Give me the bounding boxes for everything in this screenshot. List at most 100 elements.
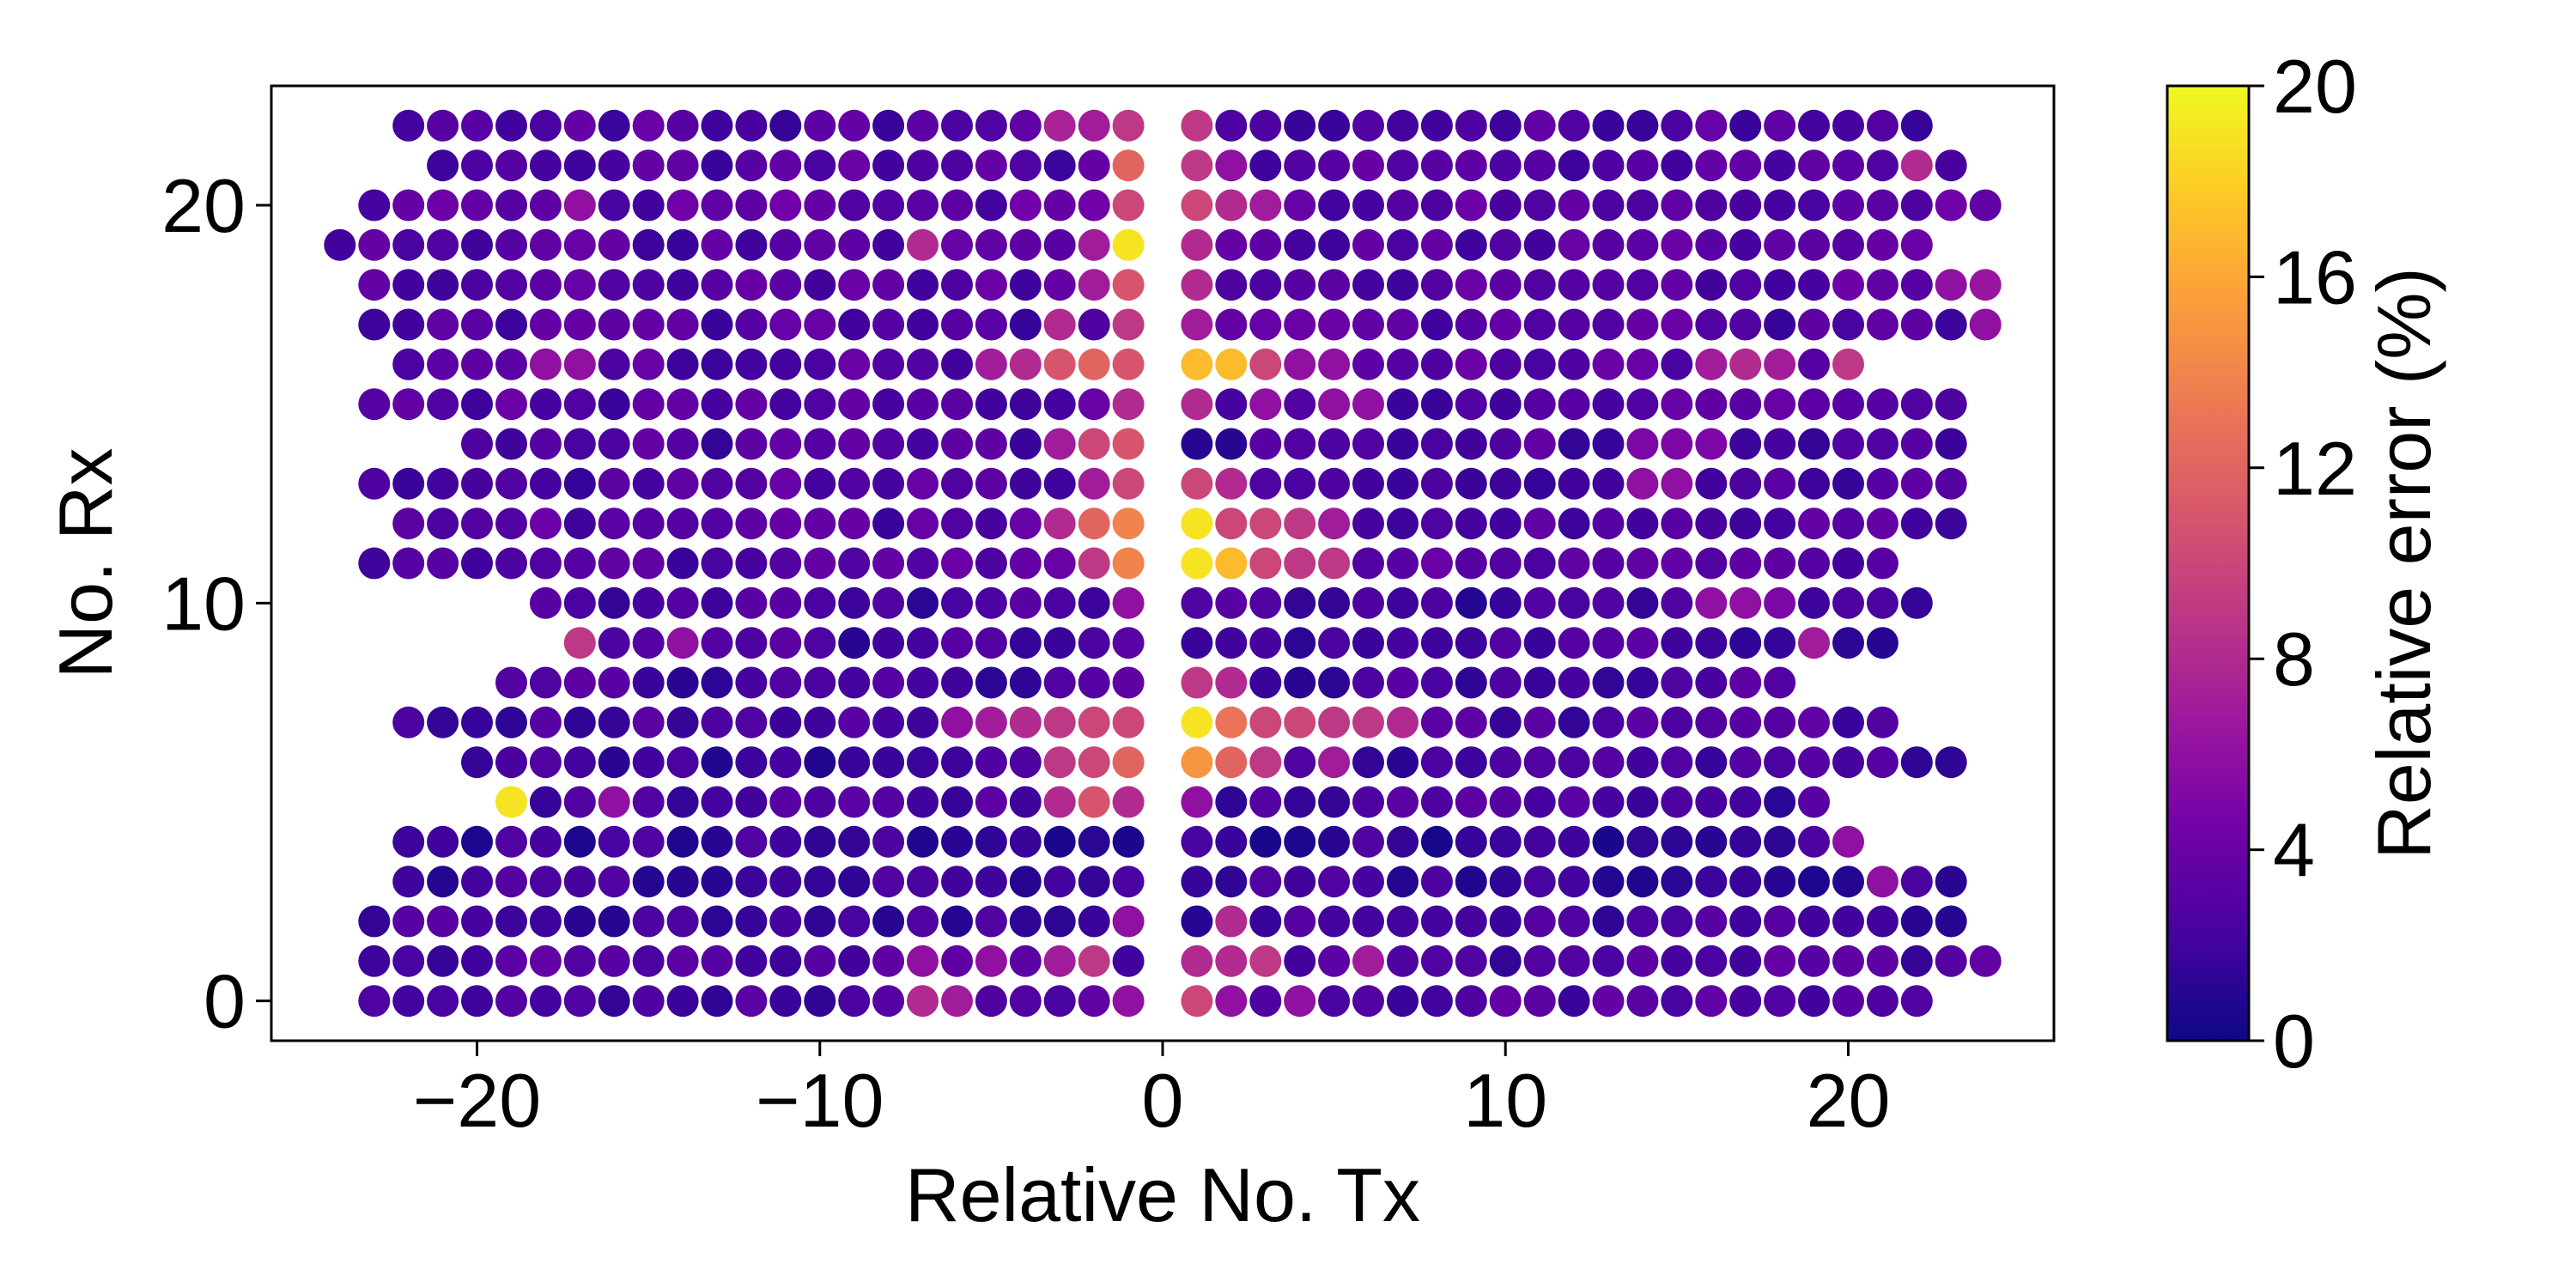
data-point [1558, 666, 1590, 699]
data-point [1695, 786, 1728, 818]
data-point [427, 945, 459, 977]
data-point [324, 228, 356, 261]
data-point [701, 348, 733, 380]
data-point [701, 746, 733, 779]
data-point [872, 945, 905, 977]
data-point [1489, 666, 1522, 699]
data-point [1832, 109, 1864, 142]
data-point [1420, 945, 1453, 977]
colorbar-ticks: 0 4 8 12 16 20 [2249, 44, 2357, 1084]
data-point [1592, 746, 1625, 779]
data-point [1455, 866, 1487, 898]
data-point [1523, 308, 1556, 341]
data-point [392, 547, 425, 580]
data-point [1523, 706, 1556, 738]
data-point [427, 985, 459, 1018]
data-point [1729, 269, 1762, 301]
y-axis-label: No. Rx [43, 448, 128, 679]
data-point [1695, 467, 1728, 500]
data-point [1352, 428, 1384, 460]
data-point [461, 706, 493, 738]
data-point [1592, 786, 1625, 818]
data-point [358, 269, 391, 301]
x-axis-label: Relative No. Tx [905, 1152, 1420, 1237]
data-point [804, 627, 836, 659]
data-point [392, 467, 425, 500]
data-point [461, 388, 493, 421]
data-point [1832, 825, 1864, 858]
data-point [392, 308, 425, 341]
data-point [392, 825, 425, 858]
data-point [941, 149, 973, 182]
data-point [1181, 467, 1213, 500]
data-point [1798, 428, 1830, 460]
data-point [1352, 507, 1384, 540]
data-point [1181, 189, 1213, 222]
data-point [1078, 228, 1110, 261]
x-tick-label: 10 [1463, 1058, 1547, 1143]
data-point [1112, 149, 1145, 182]
data-point [1387, 666, 1419, 699]
data-point [907, 627, 939, 659]
data-point [1523, 547, 1556, 580]
data-point [1558, 228, 1590, 261]
data-point [701, 905, 733, 938]
data-point [769, 905, 802, 938]
data-point [1043, 308, 1076, 341]
data-point [495, 866, 527, 898]
data-point [1626, 149, 1659, 182]
data-point [1900, 189, 1933, 222]
data-point [632, 189, 665, 222]
data-point [1455, 825, 1487, 858]
data-point [1112, 945, 1145, 977]
data-point [563, 109, 596, 142]
x-tick-label: 0 [1142, 1058, 1184, 1143]
data-point [392, 388, 425, 421]
data-point [1798, 786, 1830, 818]
data-point [1764, 228, 1796, 261]
data-point [1284, 985, 1316, 1018]
data-point [1352, 825, 1384, 858]
data-point [1318, 985, 1351, 1018]
data-point [1387, 945, 1419, 977]
data-point [872, 308, 905, 341]
data-point [1387, 905, 1419, 938]
data-point [1009, 825, 1042, 858]
data-point [632, 348, 665, 380]
data-point [1626, 507, 1659, 540]
data-point [1866, 308, 1899, 341]
data-point [1489, 467, 1522, 500]
data-point [872, 627, 905, 659]
data-point [1420, 428, 1453, 460]
data-point [1626, 985, 1659, 1018]
data-point [1558, 388, 1590, 421]
data-point [529, 507, 562, 540]
data-point [1455, 388, 1487, 421]
data-point [1695, 905, 1728, 938]
data-point [1249, 228, 1282, 261]
data-point [804, 428, 836, 460]
data-point [941, 866, 973, 898]
data-point [666, 627, 699, 659]
data-point [1832, 547, 1864, 580]
data-point [907, 228, 939, 261]
data-point [666, 786, 699, 818]
data-point [1695, 228, 1728, 261]
data-point [1112, 467, 1145, 500]
data-point [1489, 388, 1522, 421]
data-point [598, 627, 630, 659]
data-point [1352, 467, 1384, 500]
data-point [1009, 348, 1042, 380]
data-point [1249, 149, 1282, 182]
data-point [907, 985, 939, 1018]
data-point [632, 308, 665, 341]
data-point [701, 547, 733, 580]
data-point [1112, 706, 1145, 738]
data-point [1832, 388, 1864, 421]
data-point [427, 905, 459, 938]
data-point [1523, 786, 1556, 818]
data-point [427, 825, 459, 858]
data-point [598, 945, 630, 977]
data-point [427, 269, 459, 301]
data-point [666, 945, 699, 977]
